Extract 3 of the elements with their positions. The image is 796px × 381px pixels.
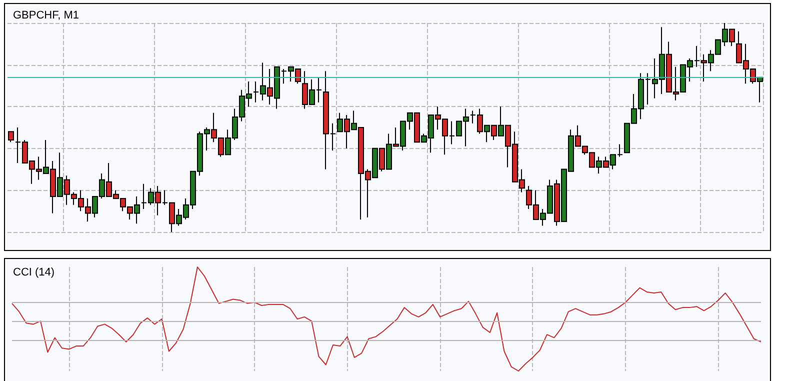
candlestick (8, 131, 14, 143)
chart-title: CCI (14) (13, 266, 55, 278)
chart-title: GBPCHF, M1 (13, 10, 80, 22)
